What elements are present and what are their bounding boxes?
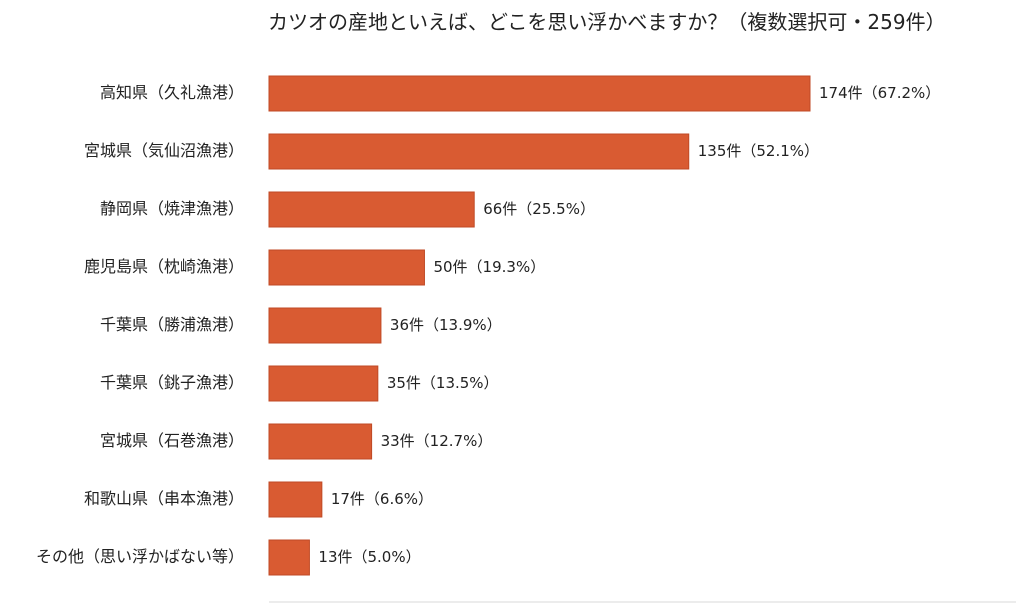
value-label: 33件（12.7%） (381, 432, 493, 450)
bar (268, 539, 310, 576)
category-label: 千葉県（銚子漁港） (100, 373, 244, 392)
value-label: 50件（19.3%） (433, 258, 545, 276)
bar (268, 249, 425, 286)
bar (268, 133, 690, 170)
category-label: 鹿児島県（枕崎漁港） (84, 257, 244, 276)
bar (268, 307, 382, 344)
value-label: 66件（25.5%） (483, 200, 595, 218)
category-label: 宮城県（気仙沼漁港） (84, 141, 244, 160)
bar (268, 365, 379, 402)
category-label: 宮城県（石巻漁港） (100, 431, 244, 450)
value-label: 35件（13.5%） (387, 374, 499, 392)
category-label: 和歌山県（串本漁港） (84, 489, 244, 508)
value-label: 174件（67.2%） (819, 84, 940, 102)
category-label: 高知県（久礼漁港） (100, 83, 244, 102)
bar (268, 75, 811, 112)
value-label: 36件（13.9%） (390, 316, 502, 334)
value-label: 13件（5.0%） (318, 548, 420, 566)
category-label: 静岡県（焼津漁港） (100, 199, 244, 218)
value-label: 17件（6.6%） (331, 490, 433, 508)
bar (268, 423, 373, 460)
value-label: 135件（52.1%） (698, 142, 819, 160)
bar (268, 481, 323, 518)
category-label: その他（思い浮かばない等） (36, 547, 244, 566)
chart-title: カツオの産地といえば、どこを思い浮かべますか？（複数選択可・259件） (268, 10, 946, 34)
category-label: 千葉県（勝浦漁港） (100, 315, 244, 334)
bar (268, 191, 475, 228)
